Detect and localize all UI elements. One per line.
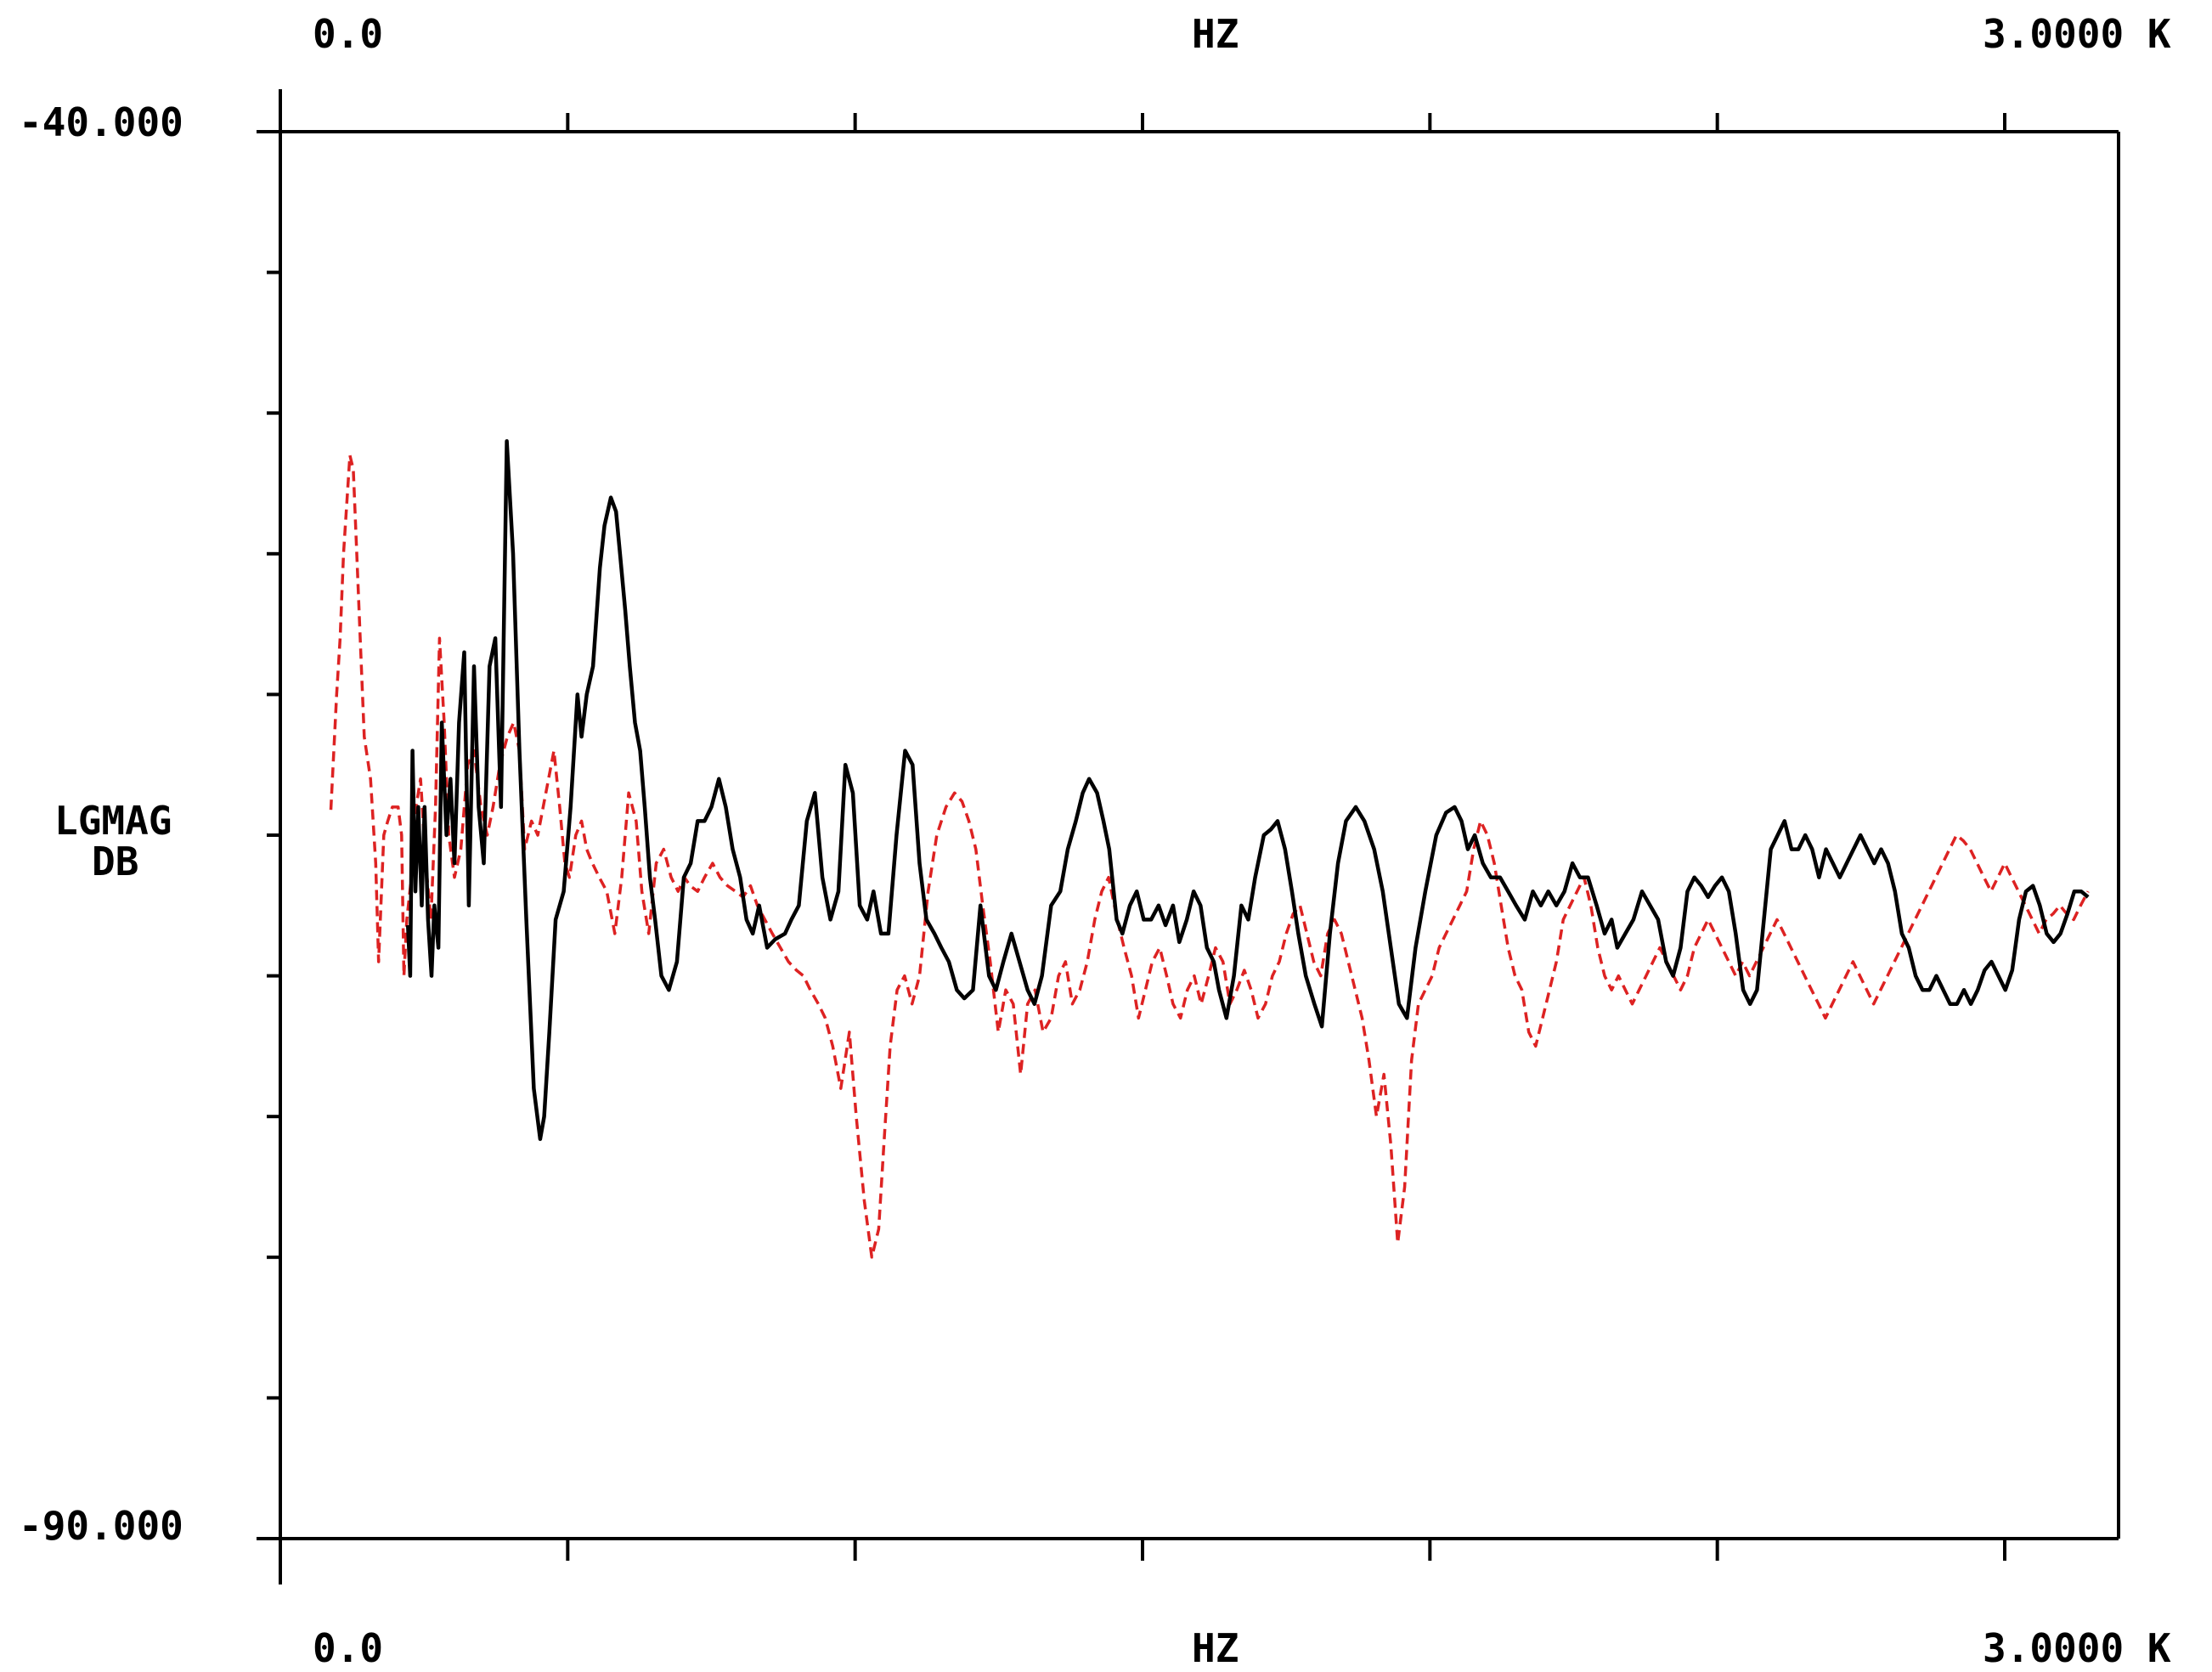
top-x-unit-label: HZ — [1192, 11, 1239, 57]
y-axis-label-line2: DB — [92, 839, 138, 884]
bottom-x-unit-label: HZ — [1192, 1625, 1239, 1671]
y-axis-label-line1: LGMAG — [54, 798, 172, 844]
series-solid-line — [405, 439, 2090, 1141]
top-x-start-label: 0.0 — [313, 11, 383, 57]
series-layer — [329, 439, 2090, 1259]
y-top-label: -40.000 — [19, 99, 183, 145]
plot-frame — [257, 89, 2120, 1584]
bottom-x-start-label: 0.0 — [313, 1625, 383, 1671]
series-dashed-line — [329, 454, 2090, 1259]
top-x-end-label: 3.0000 K — [1983, 11, 2171, 57]
y-bottom-label: -90.000 — [19, 1503, 183, 1549]
bottom-x-end-label: 3.0000 K — [1983, 1625, 2171, 1671]
